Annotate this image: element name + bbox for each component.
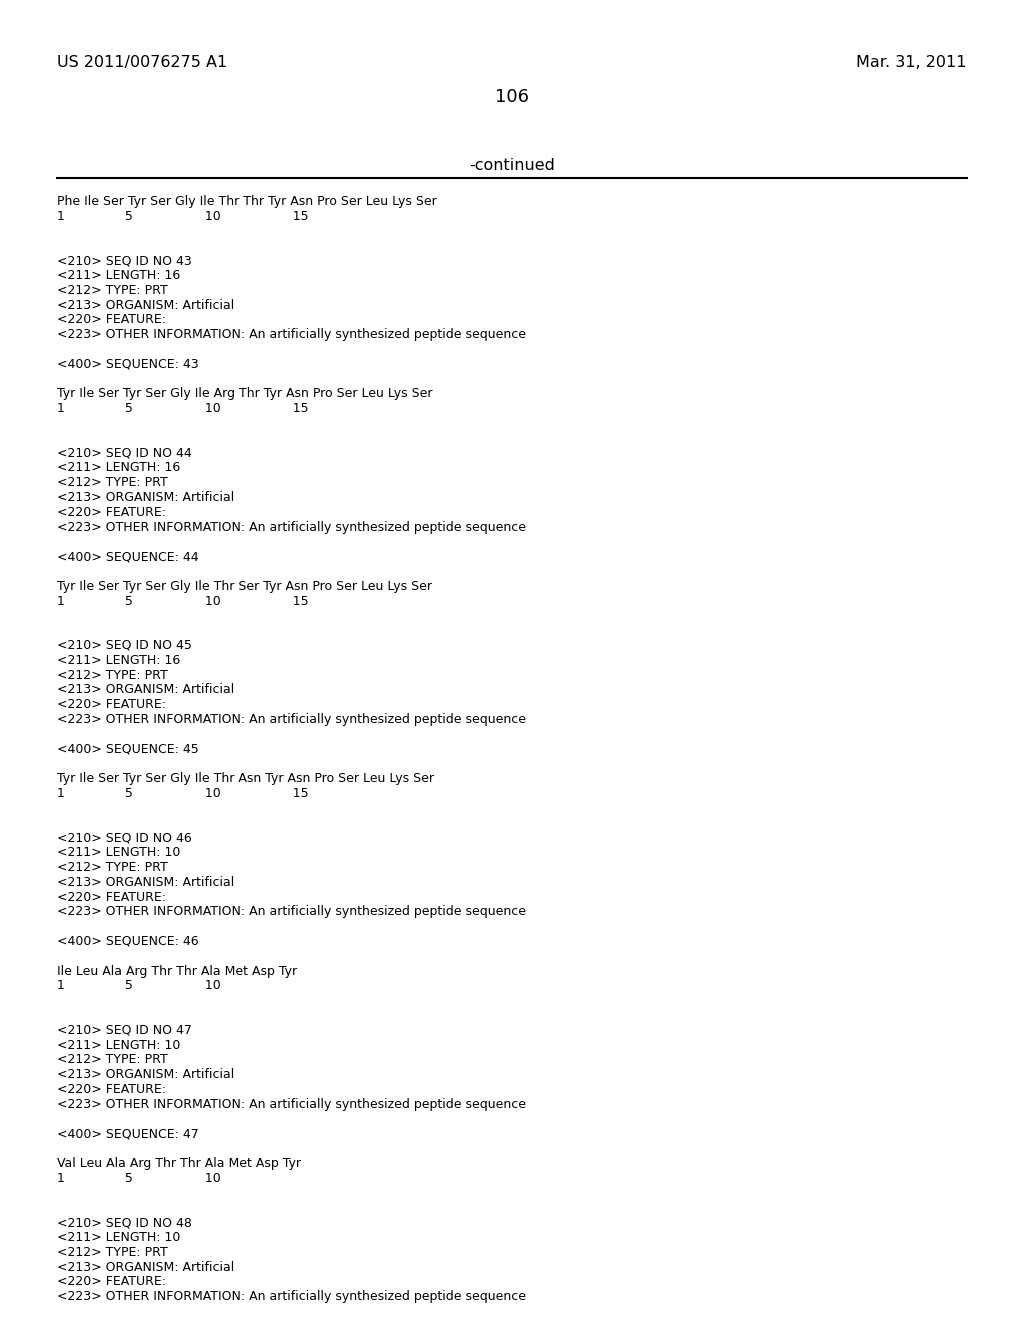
Text: Mar. 31, 2011: Mar. 31, 2011: [856, 55, 967, 70]
Text: <213> ORGANISM: Artificial: <213> ORGANISM: Artificial: [57, 875, 234, 888]
Text: <210> SEQ ID NO 44: <210> SEQ ID NO 44: [57, 446, 191, 459]
Text: <213> ORGANISM: Artificial: <213> ORGANISM: Artificial: [57, 298, 234, 312]
Text: <223> OTHER INFORMATION: An artificially synthesized peptide sequence: <223> OTHER INFORMATION: An artificially…: [57, 713, 526, 726]
Text: <211> LENGTH: 10: <211> LENGTH: 10: [57, 1039, 180, 1052]
Text: <223> OTHER INFORMATION: An artificially synthesized peptide sequence: <223> OTHER INFORMATION: An artificially…: [57, 520, 526, 533]
Text: <212> TYPE: PRT: <212> TYPE: PRT: [57, 284, 168, 297]
Text: Phe Ile Ser Tyr Ser Gly Ile Thr Thr Tyr Asn Pro Ser Leu Lys Ser: Phe Ile Ser Tyr Ser Gly Ile Thr Thr Tyr …: [57, 195, 437, 209]
Text: Tyr Ile Ser Tyr Ser Gly Ile Thr Asn Tyr Asn Pro Ser Leu Lys Ser: Tyr Ile Ser Tyr Ser Gly Ile Thr Asn Tyr …: [57, 772, 434, 785]
Text: Tyr Ile Ser Tyr Ser Gly Ile Arg Thr Tyr Asn Pro Ser Leu Lys Ser: Tyr Ile Ser Tyr Ser Gly Ile Arg Thr Tyr …: [57, 387, 432, 400]
Text: <220> FEATURE:: <220> FEATURE:: [57, 313, 166, 326]
Text: Tyr Ile Ser Tyr Ser Gly Ile Thr Ser Tyr Asn Pro Ser Leu Lys Ser: Tyr Ile Ser Tyr Ser Gly Ile Thr Ser Tyr …: [57, 579, 432, 593]
Text: -continued: -continued: [469, 158, 555, 173]
Text: <400> SEQUENCE: 46: <400> SEQUENCE: 46: [57, 935, 199, 948]
Text: <211> LENGTH: 10: <211> LENGTH: 10: [57, 846, 180, 859]
Text: <223> OTHER INFORMATION: An artificially synthesized peptide sequence: <223> OTHER INFORMATION: An artificially…: [57, 1290, 526, 1303]
Text: <210> SEQ ID NO 43: <210> SEQ ID NO 43: [57, 255, 191, 267]
Text: <210> SEQ ID NO 47: <210> SEQ ID NO 47: [57, 1024, 191, 1036]
Text: 1               5                  10                  15: 1 5 10 15: [57, 210, 308, 223]
Text: <212> TYPE: PRT: <212> TYPE: PRT: [57, 477, 168, 490]
Text: <213> ORGANISM: Artificial: <213> ORGANISM: Artificial: [57, 1261, 234, 1274]
Text: <223> OTHER INFORMATION: An artificially synthesized peptide sequence: <223> OTHER INFORMATION: An artificially…: [57, 1098, 526, 1111]
Text: <220> FEATURE:: <220> FEATURE:: [57, 506, 166, 519]
Text: <400> SEQUENCE: 44: <400> SEQUENCE: 44: [57, 550, 199, 564]
Text: <213> ORGANISM: Artificial: <213> ORGANISM: Artificial: [57, 491, 234, 504]
Text: <220> FEATURE:: <220> FEATURE:: [57, 1275, 166, 1288]
Text: US 2011/0076275 A1: US 2011/0076275 A1: [57, 55, 227, 70]
Text: <212> TYPE: PRT: <212> TYPE: PRT: [57, 1053, 168, 1067]
Text: <220> FEATURE:: <220> FEATURE:: [57, 1082, 166, 1096]
Text: <212> TYPE: PRT: <212> TYPE: PRT: [57, 1246, 168, 1259]
Text: <211> LENGTH: 16: <211> LENGTH: 16: [57, 653, 180, 667]
Text: <212> TYPE: PRT: <212> TYPE: PRT: [57, 861, 168, 874]
Text: <211> LENGTH: 16: <211> LENGTH: 16: [57, 462, 180, 474]
Text: <211> LENGTH: 16: <211> LENGTH: 16: [57, 269, 180, 282]
Text: <212> TYPE: PRT: <212> TYPE: PRT: [57, 669, 168, 681]
Text: Val Leu Ala Arg Thr Thr Ala Met Asp Tyr: Val Leu Ala Arg Thr Thr Ala Met Asp Tyr: [57, 1158, 301, 1170]
Text: <223> OTHER INFORMATION: An artificially synthesized peptide sequence: <223> OTHER INFORMATION: An artificially…: [57, 329, 526, 341]
Text: <400> SEQUENCE: 43: <400> SEQUENCE: 43: [57, 358, 199, 371]
Text: <213> ORGANISM: Artificial: <213> ORGANISM: Artificial: [57, 684, 234, 697]
Text: 1               5                  10                  15: 1 5 10 15: [57, 403, 308, 416]
Text: <400> SEQUENCE: 45: <400> SEQUENCE: 45: [57, 743, 199, 755]
Text: 1               5                  10                  15: 1 5 10 15: [57, 594, 308, 607]
Text: <400> SEQUENCE: 47: <400> SEQUENCE: 47: [57, 1127, 199, 1140]
Text: 106: 106: [495, 88, 529, 106]
Text: <223> OTHER INFORMATION: An artificially synthesized peptide sequence: <223> OTHER INFORMATION: An artificially…: [57, 906, 526, 919]
Text: 1               5                  10: 1 5 10: [57, 1172, 221, 1185]
Text: 1               5                  10                  15: 1 5 10 15: [57, 787, 308, 800]
Text: 1               5                  10: 1 5 10: [57, 979, 221, 993]
Text: <213> ORGANISM: Artificial: <213> ORGANISM: Artificial: [57, 1068, 234, 1081]
Text: <211> LENGTH: 10: <211> LENGTH: 10: [57, 1232, 180, 1243]
Text: <210> SEQ ID NO 48: <210> SEQ ID NO 48: [57, 1216, 191, 1229]
Text: Ile Leu Ala Arg Thr Thr Ala Met Asp Tyr: Ile Leu Ala Arg Thr Thr Ala Met Asp Tyr: [57, 965, 297, 978]
Text: <220> FEATURE:: <220> FEATURE:: [57, 891, 166, 904]
Text: <220> FEATURE:: <220> FEATURE:: [57, 698, 166, 711]
Text: <210> SEQ ID NO 45: <210> SEQ ID NO 45: [57, 639, 191, 652]
Text: <210> SEQ ID NO 46: <210> SEQ ID NO 46: [57, 832, 191, 845]
